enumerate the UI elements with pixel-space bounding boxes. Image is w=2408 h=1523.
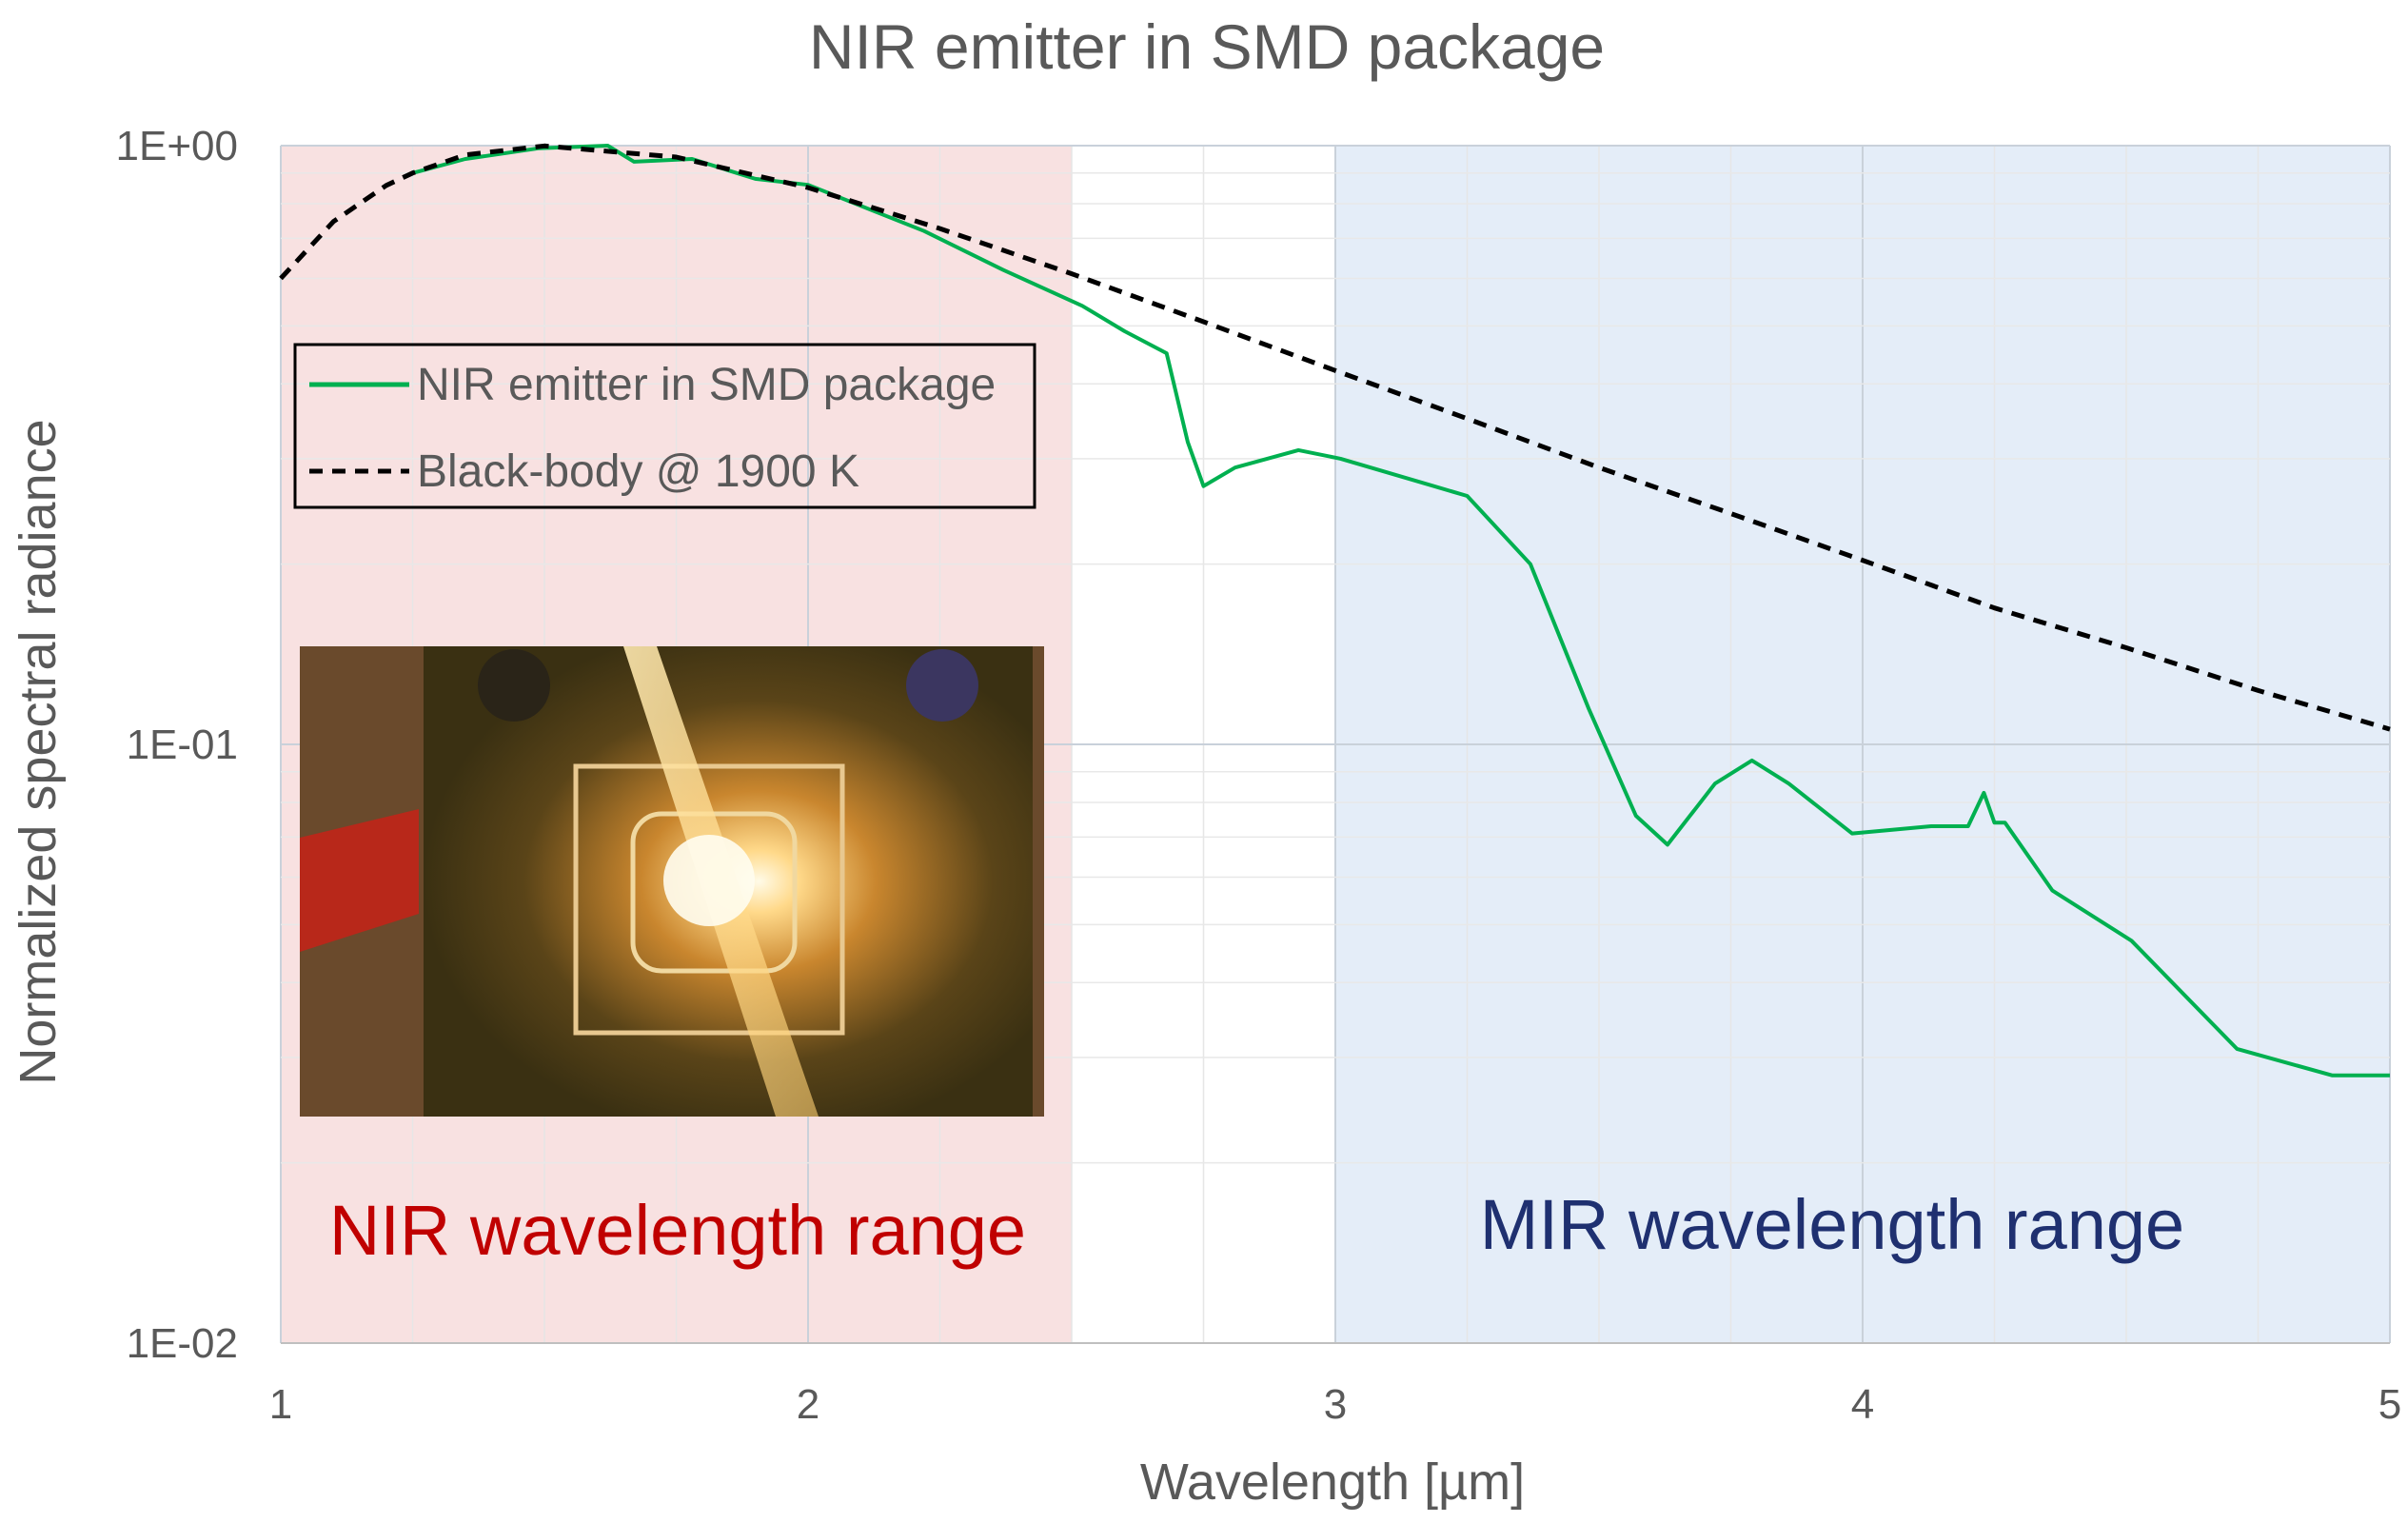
red-wire [300, 809, 419, 952]
legend-box [293, 343, 1036, 509]
x-tick-label: 2 [797, 1381, 819, 1428]
chart-title: NIR emitter in SMD package [809, 11, 1605, 82]
region-label: NIR wavelength range [329, 1191, 1026, 1270]
mount-hole [906, 649, 978, 722]
y-tick-label: 1E+00 [116, 123, 238, 169]
x-tick-label: 1 [269, 1381, 292, 1428]
x-tick-label: 4 [1851, 1381, 1874, 1428]
y-axis-label: Normalized spectral radiance [10, 419, 67, 1084]
emitter-photo-inset [300, 646, 1044, 1117]
mount-hole [478, 649, 550, 722]
emitter-line [411, 144, 2390, 1078]
emitter-glow [663, 835, 755, 926]
package-frame [573, 763, 845, 1036]
y-tick-label: 1E-02 [127, 1320, 238, 1367]
series-lines [279, 143, 2391, 1078]
blackbody-line [279, 143, 2391, 732]
x-tick-label: 5 [2378, 1381, 2401, 1428]
legend-label: NIR emitter in SMD package [417, 360, 996, 410]
axis-labels: NIR wavelength range MIR wavelength range… [116, 123, 2402, 1428]
legend-label: Black-body @ 1900 K [417, 446, 859, 497]
x-tick-label: 3 [1324, 1381, 1347, 1428]
legend: NIR emitter in SMD package Black-body @ 1… [293, 343, 1036, 509]
y-tick-label: 1E-01 [127, 722, 238, 768]
region-label: MIR wavelength range [1480, 1185, 2184, 1264]
x-axis-label: Wavelength [µm] [1140, 1454, 1525, 1511]
